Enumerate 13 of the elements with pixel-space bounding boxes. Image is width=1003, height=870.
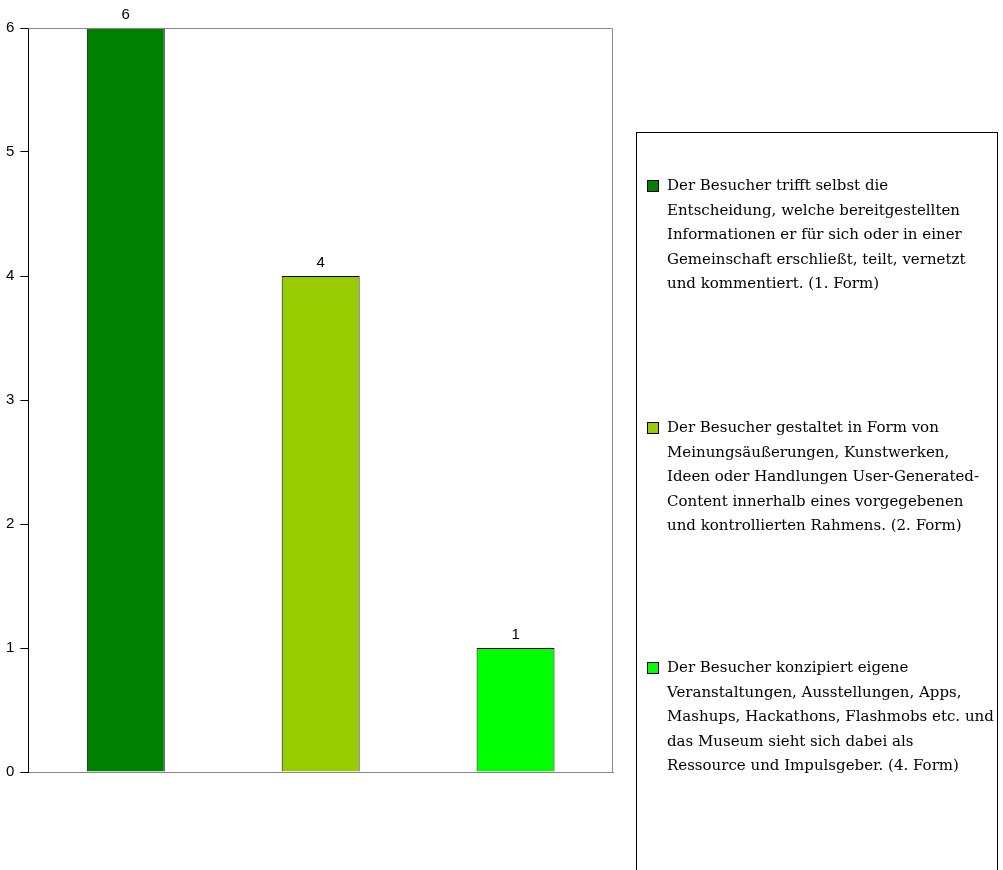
legend-label: Der Besucher konzipiert eigene Veranstaltungen, Ausstellungen, Apps, Mashups, Hackathons, Flashmobs etc. und das Museum sieht sich dabei als Ressource und Impulsgeber. (4. Form) <box>667 657 995 776</box>
data-label: 6 <box>121 4 130 22</box>
legend-label: Der Besucher trifft selbst die Entscheidung, welche bereitgestellten Informationen er für sich oder in einer Gemeinschaft erschließt, teilt, vernetzt und kommentiert. (1. Form) <box>667 175 967 294</box>
data-label: 1 <box>511 624 520 642</box>
y-tick-label: 3 <box>6 390 15 408</box>
legend-label: Der Besucher gestaltet in Form von Meinungsäußerungen, Kunstwerken, Ideen oder Handlungen User-Generated-Content innerhalb eines vorgegebenen und kontrollierten Rahmens. (2. Form) <box>667 417 980 536</box>
y-tick-label: 4 <box>6 266 15 284</box>
y-tick-label: 5 <box>6 142 15 160</box>
data-label: 4 <box>316 252 325 270</box>
y-tick-label: 1 <box>6 638 15 656</box>
y-tick-label: 2 <box>6 514 15 532</box>
y-tick-label: 0 <box>6 762 15 780</box>
y-tick-label: 6 <box>6 18 15 36</box>
